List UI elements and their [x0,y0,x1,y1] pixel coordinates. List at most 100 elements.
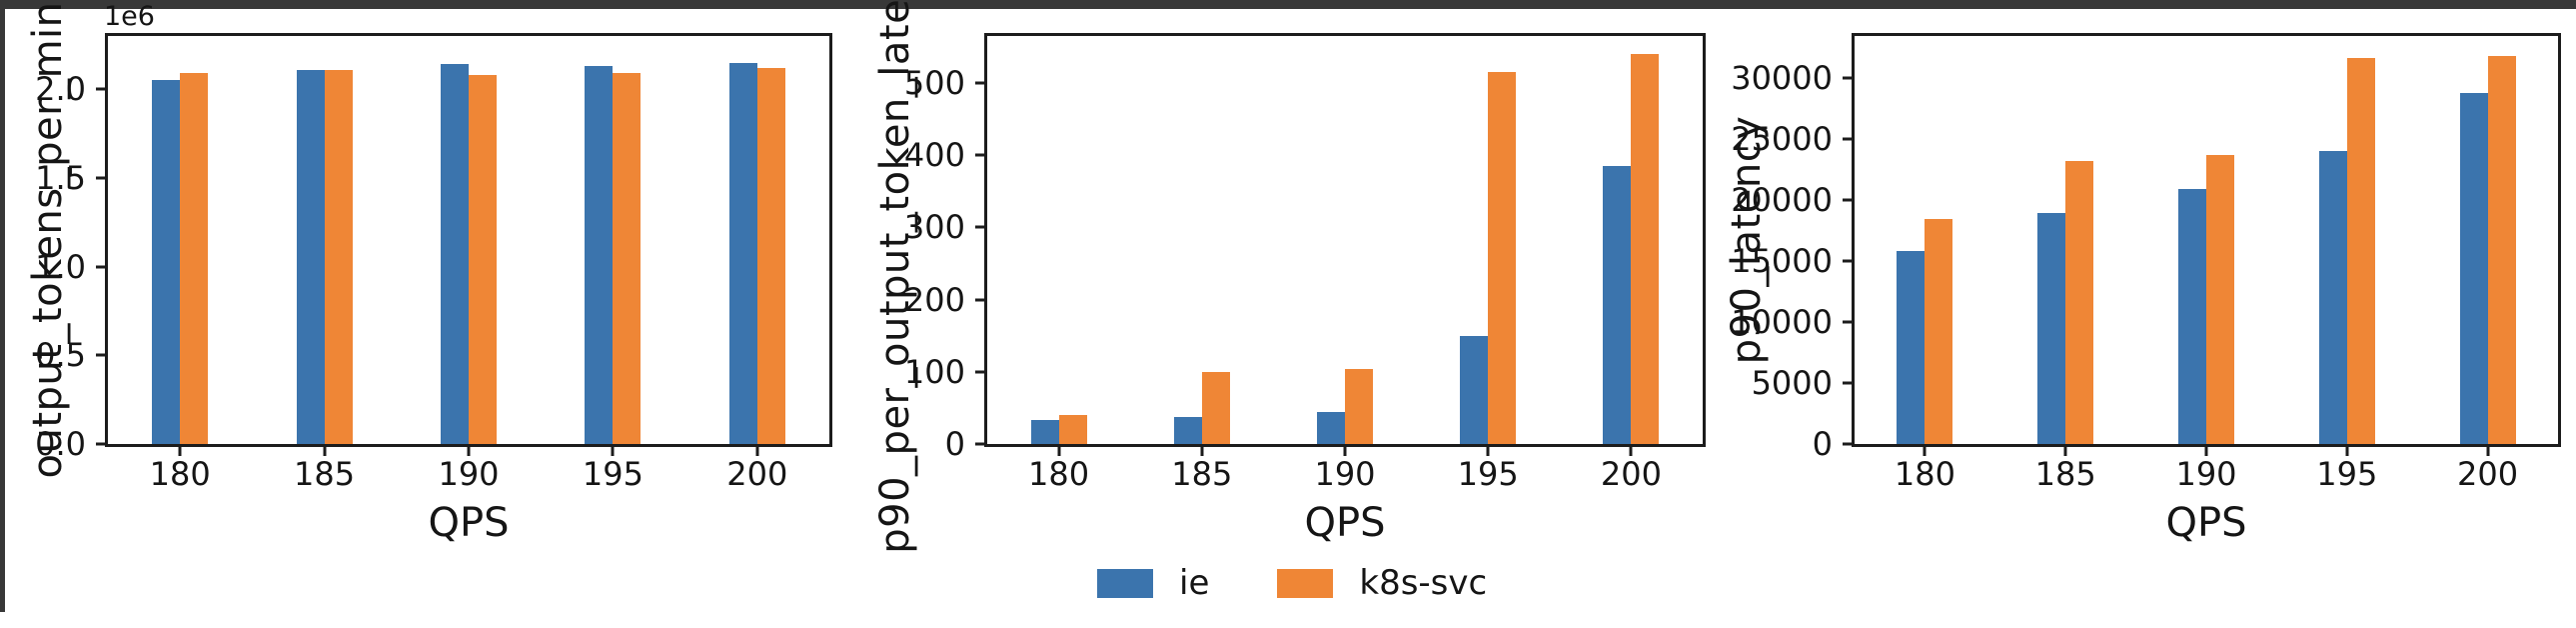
bar-ie-195 [585,66,614,444]
bar-ie-200 [2459,93,2488,444]
bar-ie-185 [1173,416,1202,444]
x-tick-label: 190 [438,455,500,493]
bar-ie-180 [1897,251,1926,444]
bar-ie-185 [296,69,325,444]
y-tick-label: 0 [1812,425,1833,463]
x-tick-mark [1057,444,1061,456]
x-tick-label: 185 [1171,455,1233,493]
bar-k8s-svc-190 [1345,368,1373,444]
y-tick-mark [1843,137,1855,141]
bar-ie-200 [1603,165,1632,444]
y-tick-mark [975,81,987,85]
x-tick-label: 200 [726,455,788,493]
y-tick-mark [975,225,987,229]
subplot-p90-latency: p90_latency QPS 0 5000 10000 15000 20000 2500… [1724,33,2561,546]
x-tick-mark [2204,444,2208,456]
subplot-p90-per-output-token-latency: p90_per_output_token_latency QPS 0 100 200… [872,0,1706,554]
y-tick-label: 5000 [1751,363,1833,402]
bar-k8s-svc-200 [1631,54,1660,444]
axis-offset-text: 1e6 [104,1,155,32]
bar-k8s-svc-185 [2065,160,2094,444]
x-tick-label: 180 [1028,455,1090,493]
x-tick-label: 195 [2316,455,2378,493]
bar-ie-190 [2178,188,2206,444]
x-axis-label: QPS [1304,500,1386,546]
bar-ie-180 [152,80,181,444]
subplot-output-tokens-per-min: output_tokens_per_min 1e6 QPS 0.0 0.5 1.0 1… [25,1,832,546]
x-tick-label: 180 [149,455,211,493]
bar-k8s-svc-195 [1488,72,1517,444]
y-tick-mark [975,370,987,374]
x-tick-label: 185 [294,455,356,493]
x-tick-mark [1486,444,1490,456]
y-tick-label: 0.5 [35,336,86,375]
bar-ie-185 [2037,213,2066,444]
x-tick-mark [2345,444,2349,456]
y-tick-label: 15000 [1731,241,1833,280]
bar-k8s-svc-195 [2346,58,2375,444]
x-tick-mark [2486,444,2490,456]
bar-k8s-svc-185 [324,69,353,444]
bar-k8s-svc-185 [1201,371,1230,444]
y-tick-label: 300 [903,208,965,247]
y-tick-mark [975,153,987,157]
x-tick-label: 200 [1600,455,1662,493]
y-tick-mark [975,442,987,446]
x-tick-mark [178,444,182,456]
bar-k8s-svc-180 [180,73,209,444]
bar-ie-190 [441,64,469,444]
bar-k8s-svc-200 [2487,55,2516,444]
y-tick-label: 100 [903,352,965,391]
x-tick-label: 195 [1457,455,1519,493]
legend-swatch-ie [1097,568,1153,598]
x-tick-mark [323,444,327,456]
y-tick-mark [1843,259,1855,263]
x-tick-label: 180 [1894,455,1955,493]
x-tick-label: 190 [2175,455,2237,493]
bar-k8s-svc-195 [613,73,642,444]
y-tick-label: 1.0 [35,247,86,286]
y-tick-mark [96,353,108,357]
x-tick-label: 195 [582,455,644,493]
legend: ie k8s-svc [1097,563,1527,603]
bar-k8s-svc-180 [1058,415,1087,444]
bar-k8s-svc-190 [469,75,497,444]
x-tick-mark [467,444,471,456]
y-tick-label: 25000 [1731,119,1833,158]
y-tick-label: 0 [944,425,965,463]
y-tick-label: 400 [903,136,965,175]
y-tick-label: 10000 [1731,302,1833,341]
y-tick-mark [96,87,108,91]
y-tick-mark [1843,198,1855,202]
x-tick-mark [1200,444,1204,456]
legend-label-k8s-svc: k8s-svc [1359,563,1488,603]
y-tick-label: 30000 [1731,58,1833,97]
x-tick-mark [755,444,759,456]
y-tick-mark [96,176,108,180]
x-tick-mark [1343,444,1347,456]
x-tick-label: 190 [1314,455,1376,493]
legend-item-k8s-svc: k8s-svc [1277,566,1487,600]
y-tick-mark [96,265,108,269]
x-tick-label: 185 [2034,455,2096,493]
legend-label-ie: ie [1179,563,1210,603]
y-tick-label: 500 [903,63,965,102]
legend-item-ie: ie [1097,566,1209,600]
bar-k8s-svc-200 [756,67,785,444]
y-tick-mark [1843,320,1855,324]
window-edge-top [0,0,2576,9]
legend-swatch-k8s-svc [1277,568,1334,598]
bar-ie-180 [1030,420,1059,444]
bar-ie-190 [1317,412,1345,444]
x-tick-mark [1629,444,1633,456]
bar-k8s-svc-190 [2206,154,2234,444]
y-tick-label: 0.0 [35,425,86,463]
y-tick-label: 200 [903,280,965,319]
x-tick-label: 200 [2457,455,2519,493]
x-tick-mark [1923,444,1927,456]
x-tick-mark [611,444,615,456]
y-tick-label: 20000 [1731,180,1833,219]
x-axis-label: QPS [2165,500,2247,546]
y-tick-label: 2.0 [35,70,86,109]
